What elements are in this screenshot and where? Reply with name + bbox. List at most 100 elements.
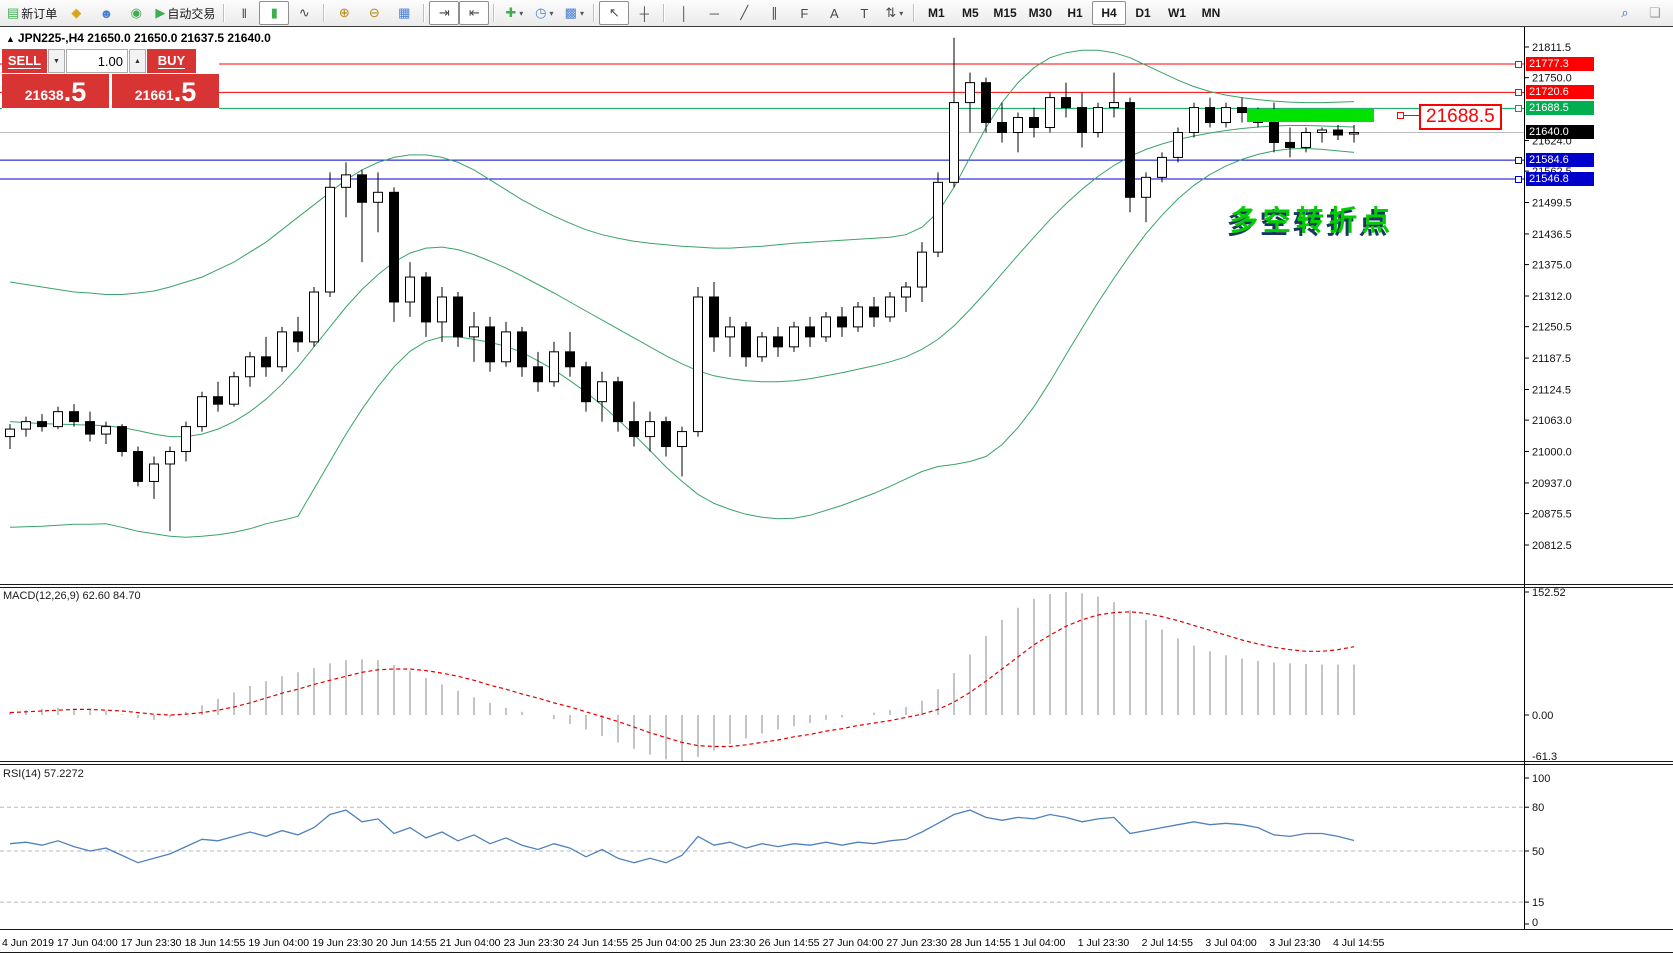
indicators-button[interactable]: ✚ ▾: [499, 1, 529, 25]
buy-button[interactable]: BUY: [147, 49, 196, 73]
sell-button[interactable]: SELL: [2, 49, 47, 73]
hline-marker[interactable]: [1515, 157, 1522, 165]
candlestick-chart-icon: ▮: [270, 5, 278, 20]
svg-text:15: 15: [1532, 897, 1544, 909]
indicators-icon: ✚: [505, 5, 517, 20]
arrows-caret-icon[interactable]: ▾: [899, 8, 904, 18]
tile-windows-button[interactable]: ▦: [389, 1, 419, 25]
chart-shift-button[interactable]: ⇤: [459, 1, 490, 25]
navigator-button[interactable]: ☻: [91, 1, 121, 25]
timeframe-h4-button[interactable]: H4: [1092, 1, 1127, 25]
hline-marker[interactable]: [1515, 61, 1522, 69]
cursor-button[interactable]: ↖: [599, 1, 630, 25]
periods-caret-icon[interactable]: ▾: [549, 8, 554, 18]
text-label-button[interactable]: T: [849, 1, 879, 25]
volume-decrease-button[interactable]: ▼: [48, 49, 65, 73]
crosshair-icon: ┼: [639, 5, 649, 21]
timeframe-m5-label: M5: [961, 6, 979, 20]
time-axis-label: 20 Jun 14:55: [376, 937, 437, 949]
collapse-icon[interactable]: ▲: [6, 34, 15, 44]
buy-price-button[interactable]: 21661.5: [112, 74, 219, 108]
sell-price-button[interactable]: 21638.5: [2, 74, 109, 108]
timeframe-h1-label: H1: [1067, 6, 1083, 20]
toolbar-separator: [423, 4, 426, 22]
timeframe-m15-button[interactable]: M15: [987, 1, 1022, 25]
trendline-button[interactable]: ╱: [729, 1, 759, 25]
timeframe-mn-button[interactable]: MN: [1194, 1, 1228, 25]
timeframe-w1-button[interactable]: W1: [1160, 1, 1194, 25]
volume-input[interactable]: [66, 49, 128, 73]
level-callout[interactable]: 21688.5: [1419, 104, 1502, 130]
new-order-icon: ▤: [7, 5, 20, 20]
callout-anchor-square[interactable]: [1397, 112, 1404, 119]
svg-text:20937.0: 20937.0: [1532, 478, 1572, 490]
templates-button[interactable]: ▩ ▾: [559, 1, 589, 25]
time-axis-label: 3 Jul 04:00: [1205, 937, 1257, 949]
svg-text:21811.5: 21811.5: [1532, 42, 1571, 54]
time-axis-label: 23 Jun 23:30: [503, 937, 565, 949]
crosshair-button[interactable]: ┼: [629, 1, 659, 25]
timeframe-m1-button[interactable]: M1: [919, 1, 953, 25]
zoom-in-button[interactable]: ⊕: [329, 1, 359, 25]
bollinger-lower: [9, 147, 1355, 538]
vertical-line-button[interactable]: │: [669, 1, 699, 25]
auto-scroll-button[interactable]: ⇥: [429, 1, 460, 25]
time-axis-label: 21 Jun 04:00: [439, 937, 501, 949]
hline-marker[interactable]: [1515, 89, 1522, 97]
price-badge: 21546.8: [1526, 171, 1594, 186]
svg-text:21187.5: 21187.5: [1532, 353, 1571, 365]
arrows-button[interactable]: ⇅ ▾: [879, 1, 909, 25]
highlight-bar[interactable]: [1247, 109, 1374, 122]
hline-marker[interactable]: [1515, 105, 1522, 113]
arrows-icon: ⇅: [885, 5, 897, 20]
periods-button[interactable]: ◷ ▾: [529, 1, 559, 25]
templates-caret-icon[interactable]: ▾: [579, 8, 584, 18]
text-button[interactable]: A: [819, 1, 849, 25]
line-chart-button[interactable]: ∿: [289, 1, 319, 25]
bar-chart-icon: ‖: [241, 5, 248, 21]
price-badge: 21584.6: [1526, 153, 1594, 168]
timeframe-h4-label: H4: [1101, 6, 1117, 20]
hline-marker[interactable]: [1515, 175, 1522, 183]
svg-text:21312.0: 21312.0: [1532, 291, 1572, 303]
indicators-caret-icon[interactable]: ▾: [519, 8, 524, 18]
time-axis-label: 1 Jul 23:30: [1077, 937, 1130, 949]
terminal-icon: ◉: [130, 5, 142, 20]
time-axis-label: 26 Jun 14:55: [758, 937, 820, 949]
callout-connector: [1402, 115, 1419, 116]
timeframe-h1-button[interactable]: H1: [1058, 1, 1092, 25]
time-axis-label: 25 Jun 23:30: [695, 937, 756, 949]
zoom-out-icon: ⊖: [368, 5, 380, 20]
chart-shift-icon: ⇤: [468, 5, 480, 20]
bar-chart-button[interactable]: ‖: [229, 1, 259, 25]
toolbar-separator: [913, 4, 916, 22]
price-badge: 21777.3: [1526, 57, 1594, 72]
macd-label: MACD(12,26,9) 62.60 84.70: [3, 590, 141, 602]
svg-text:-61.3: -61.3: [1532, 751, 1557, 763]
search-button[interactable]: ⌕: [1610, 1, 1640, 25]
equidistant-channel-button[interactable]: ∥: [759, 1, 789, 25]
terminal-button[interactable]: ◉: [121, 1, 151, 25]
turning-point-text[interactable]: 多空转折点: [1230, 205, 1396, 236]
periods-icon: ◷: [535, 5, 547, 20]
market-watch-button[interactable]: ◆: [61, 1, 91, 25]
timeframe-m5-button[interactable]: M5: [953, 1, 987, 25]
line-chart-icon: ∿: [298, 5, 310, 20]
timeframe-d1-button[interactable]: D1: [1126, 1, 1160, 25]
text-icon: A: [829, 5, 839, 21]
toolbar-separator: [323, 4, 326, 22]
candlestick-chart-button[interactable]: ▮: [259, 1, 290, 25]
price-badge: 21640.0: [1526, 125, 1594, 140]
volume-increase-button[interactable]: ▲: [129, 49, 146, 73]
timeframe-w1-label: W1: [1168, 6, 1187, 20]
horizontal-line-button[interactable]: ─: [699, 1, 729, 25]
new-order-button[interactable]: ▤ 新订单: [3, 1, 61, 25]
zoom-out-button[interactable]: ⊖: [359, 1, 389, 25]
time-axis-label: 17 Jun 23:30: [120, 937, 182, 949]
timeframe-m30-button[interactable]: M30: [1023, 1, 1058, 25]
fibonacci-button[interactable]: F: [789, 1, 819, 25]
chat-button[interactable]: ❏: [1640, 1, 1670, 25]
time-axis-label: 19 Jun 04:00: [248, 937, 310, 949]
autotrading-button[interactable]: ▶ 自动交易: [151, 1, 219, 25]
